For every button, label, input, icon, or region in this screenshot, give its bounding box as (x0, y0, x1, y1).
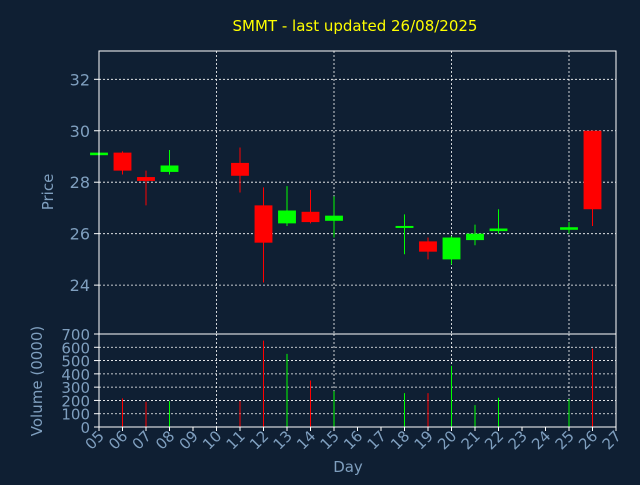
candle-body (560, 227, 578, 230)
candle-body (301, 211, 320, 223)
candle-body (231, 162, 249, 176)
candle (395, 214, 414, 255)
day-tick-label: 25 (552, 427, 578, 453)
day-tick-label: 23 (505, 427, 531, 453)
candle-body (395, 225, 414, 228)
day-tick-label: 18 (387, 427, 413, 453)
candle (137, 170, 155, 206)
candle (442, 236, 461, 265)
day-tick-label: 15 (317, 427, 343, 453)
candlestick-series (90, 130, 602, 283)
volume-plot-frame (98, 333, 617, 428)
day-tick-labels: 0506070809101112131415161718192021222324… (82, 427, 625, 453)
candle-body (325, 215, 343, 221)
day-axis-label: Day (333, 458, 363, 476)
candle-body (278, 210, 296, 224)
candle-body (160, 165, 179, 172)
day-tick-label: 07 (129, 427, 155, 453)
volume-tick-label: 100 (61, 406, 90, 424)
price-tick-label: 26 (70, 225, 90, 244)
volume-tick-label: 500 (61, 353, 90, 371)
price-plot-frame (98, 50, 617, 335)
volume-series (98, 340, 593, 427)
candle (583, 130, 602, 226)
volume-tick-label: 600 (61, 339, 90, 357)
price-tick-label: 30 (70, 122, 90, 141)
volume-axis-label: Volume (0000) (28, 326, 46, 436)
candle (489, 209, 508, 234)
candle-body (489, 228, 508, 232)
candle-body (137, 177, 155, 181)
day-tick-label: 10 (199, 427, 225, 453)
day-tick-label: 19 (411, 427, 437, 453)
price-tick-labels: 24 26 28 30 32 (70, 70, 99, 295)
volume-tick-label: 0 (80, 419, 90, 437)
candle (113, 151, 132, 175)
candle (254, 187, 273, 283)
candle-body (419, 241, 437, 252)
chart-title: SMMT - last updated 26/08/2025 (233, 17, 478, 35)
day-tick-label: 13 (270, 427, 296, 453)
candle (231, 147, 249, 193)
volume-tick-label: 200 (61, 392, 90, 410)
volume-tick-label: 400 (61, 366, 90, 384)
day-tick-label: 22 (481, 427, 507, 453)
candle-body (466, 233, 484, 241)
candle-body (254, 205, 273, 243)
candle-body (113, 152, 132, 171)
volume-gridlines (99, 333, 616, 428)
day-tick-label: 14 (293, 427, 319, 453)
volume-tick-label: 300 (61, 379, 90, 397)
price-gridlines (99, 51, 616, 334)
day-tick-label: 11 (223, 427, 249, 453)
day-tick-label: 09 (176, 427, 202, 453)
price-tick-label: 28 (70, 173, 90, 192)
candle (301, 189, 320, 224)
day-tick-label: 08 (152, 427, 178, 453)
day-tick-label: 16 (340, 427, 366, 453)
candle-body (583, 130, 602, 210)
candle (466, 224, 484, 246)
day-tick-label: 12 (246, 427, 272, 453)
volume-tick-label: 700 (61, 326, 90, 344)
day-tick-label: 24 (528, 427, 554, 453)
candle (278, 186, 296, 226)
price-axis-label: Price (39, 174, 57, 211)
candle (160, 150, 179, 175)
candle (419, 237, 437, 260)
day-tick-label: 27 (599, 427, 625, 453)
day-tick-label: 26 (575, 427, 601, 453)
day-tick-label: 20 (434, 427, 460, 453)
day-tick-label: 17 (364, 427, 390, 453)
day-tick-label: 06 (105, 427, 131, 453)
price-tick-label: 24 (70, 276, 90, 295)
candle (560, 222, 578, 234)
day-tick-label: 21 (458, 427, 484, 453)
candle-body (442, 237, 461, 260)
candle (325, 196, 343, 238)
price-tick-label: 32 (70, 70, 90, 89)
